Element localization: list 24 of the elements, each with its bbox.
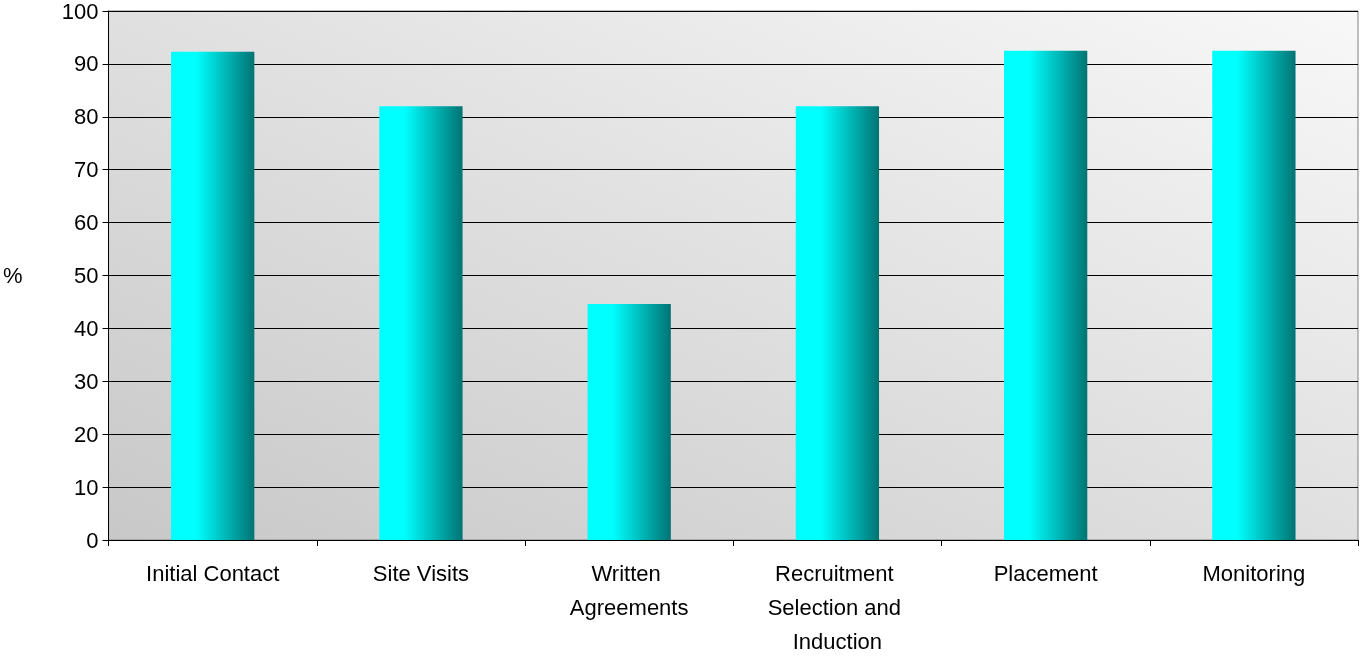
y-tick-label: 10 — [74, 474, 99, 500]
x-tick-label: Initial Contact — [146, 560, 280, 586]
y-tick-label: 60 — [74, 210, 99, 236]
y-tick-label: 90 — [74, 51, 99, 77]
y-tick-label: 40 — [74, 315, 99, 341]
y-tick-label: 20 — [74, 421, 99, 447]
bar — [795, 106, 880, 540]
y-tick-label: 0 — [86, 527, 99, 553]
bar — [587, 304, 671, 540]
bar — [1212, 50, 1296, 540]
bar — [171, 51, 255, 540]
bar — [1003, 50, 1088, 540]
x-tick-label: Recruitment Selection and Induction — [767, 560, 908, 654]
x-tick-label: Site Visits — [372, 560, 470, 586]
x-tick-label: Written Agreements — [569, 560, 689, 620]
y-tick-label: 70 — [74, 157, 99, 183]
y-tick-label: 30 — [74, 368, 99, 394]
x-tick-label: Monitoring — [1202, 560, 1306, 586]
x-tick-label: Placement — [993, 560, 1098, 586]
y-tick-label: 100 — [61, 0, 99, 24]
y-tick-label: 50 — [74, 263, 99, 288]
y-tick-label: 80 — [74, 104, 99, 130]
bar — [379, 106, 463, 540]
y-axis-title: % — [3, 263, 23, 288]
